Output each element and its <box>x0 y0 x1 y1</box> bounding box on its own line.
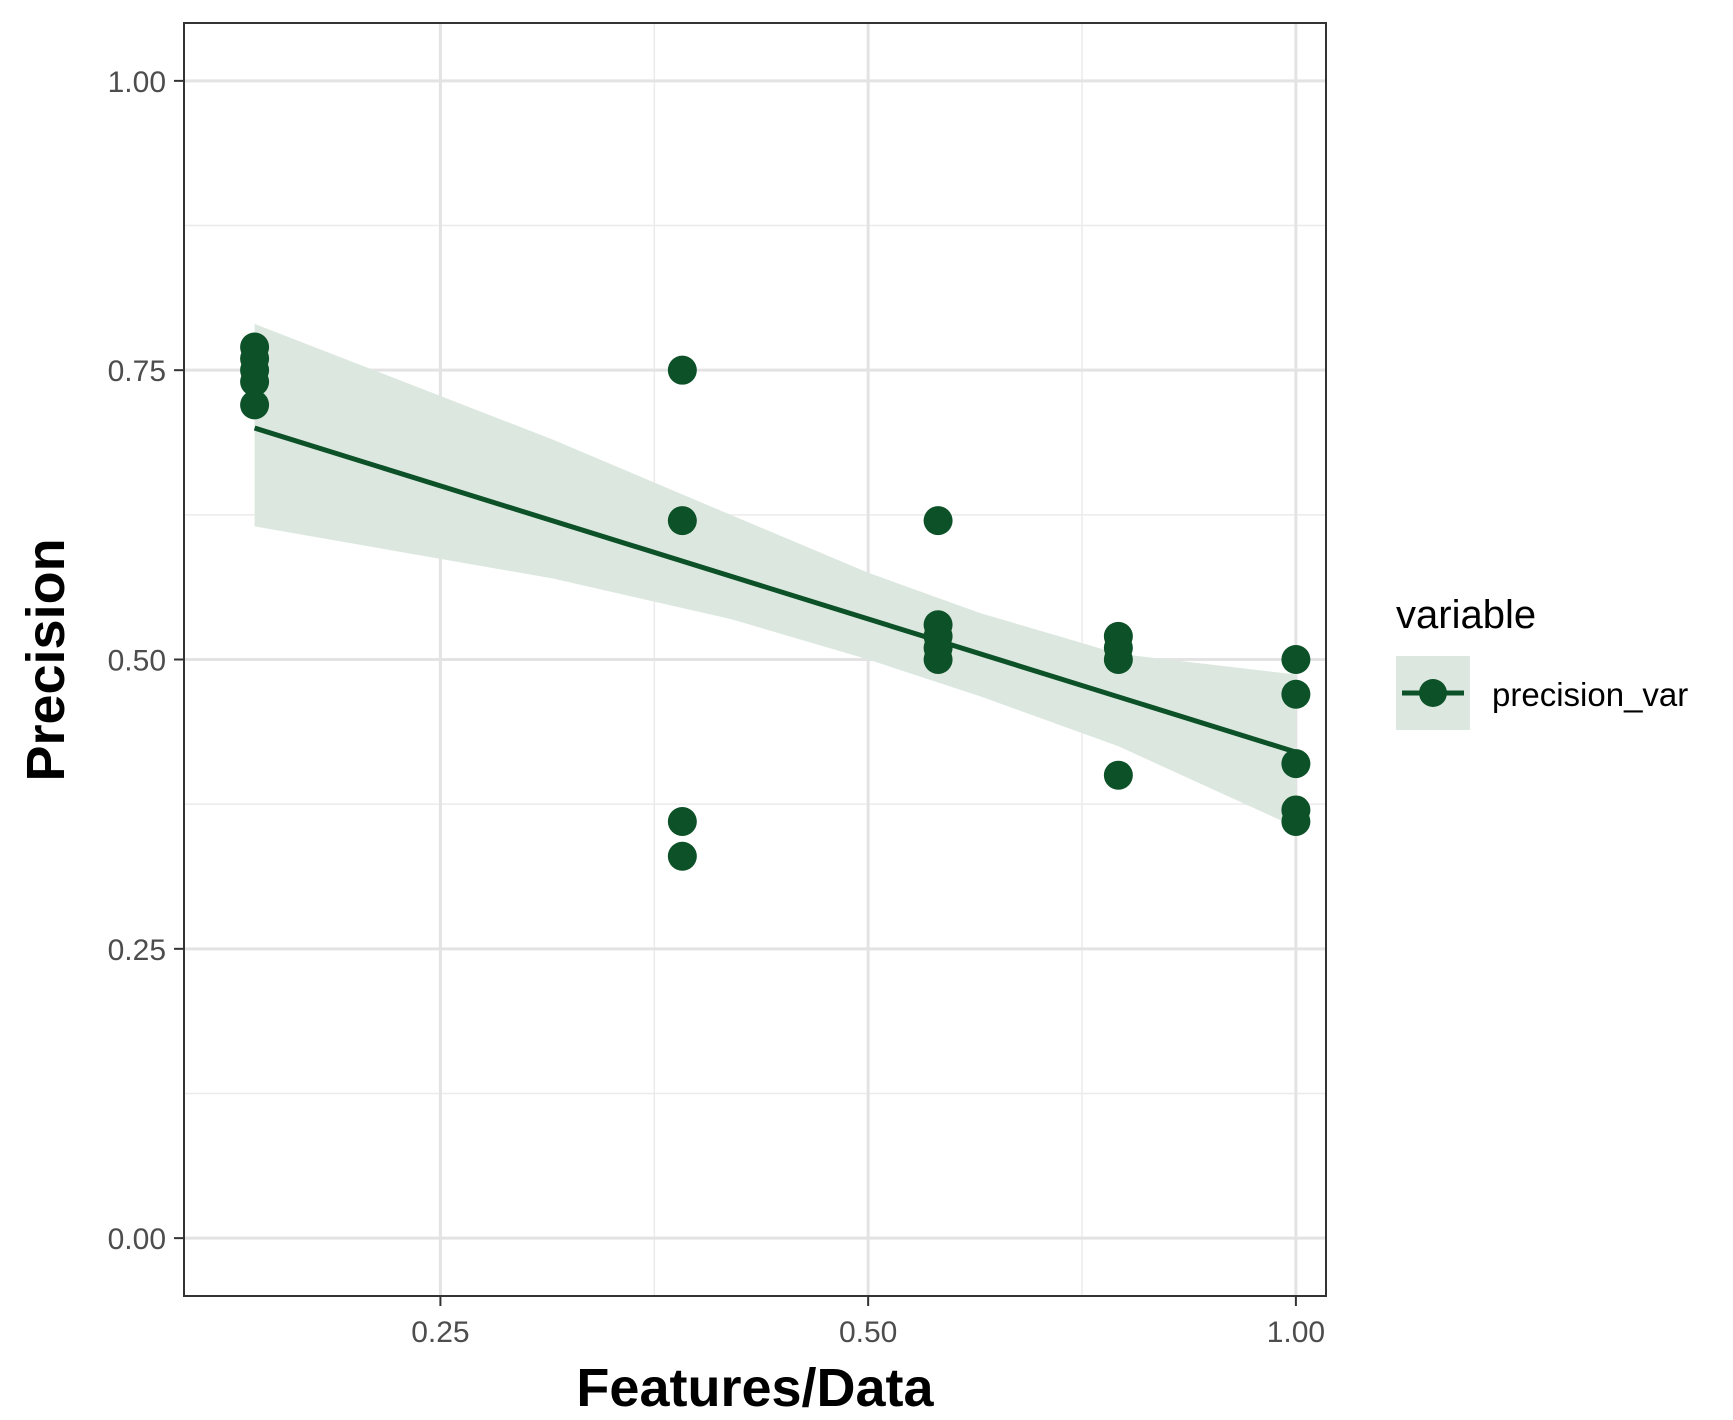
data-point <box>240 390 270 420</box>
legend-title: variable <box>1396 593 1536 637</box>
legend-key-point <box>1419 679 1447 707</box>
data-point <box>1103 645 1133 674</box>
data-point <box>667 841 697 871</box>
data-point <box>1103 760 1133 790</box>
confidence-band <box>254 323 1296 828</box>
data-point <box>923 506 953 536</box>
x-tick-label: 1.00 <box>1267 1316 1325 1349</box>
x-axis-title: Features/Data <box>576 1358 934 1418</box>
data-point <box>1281 749 1311 779</box>
confidence-band-layer <box>254 323 1296 828</box>
data-point <box>1281 807 1311 837</box>
data-point <box>667 807 697 837</box>
data-point <box>667 506 697 536</box>
data-point <box>667 355 697 385</box>
x-tick-label: 0.25 <box>411 1316 469 1349</box>
data-point <box>1281 679 1311 709</box>
y-tick-label: 0.00 <box>108 1223 166 1256</box>
data-points-layer <box>240 332 1311 871</box>
axis-layer: 0.00 0.25 0.50 0.75 1.00 0.25 0.50 1.00 <box>108 66 1325 1349</box>
trend-line <box>253 425 1297 755</box>
trend-line-layer <box>253 425 1297 755</box>
y-tick-label: 0.25 <box>108 934 166 967</box>
legend: variable precision_var <box>1396 593 1688 730</box>
data-point <box>1281 645 1311 674</box>
legend-label-precision-var: precision_var <box>1492 676 1688 713</box>
y-axis-title: Precision <box>16 538 76 781</box>
data-point <box>240 367 270 397</box>
y-tick-label: 0.50 <box>108 645 166 678</box>
y-tick-label: 1.00 <box>108 66 166 99</box>
x-tick-label: 0.50 <box>839 1316 897 1349</box>
data-point <box>923 645 953 674</box>
y-tick-label: 0.75 <box>108 355 166 388</box>
